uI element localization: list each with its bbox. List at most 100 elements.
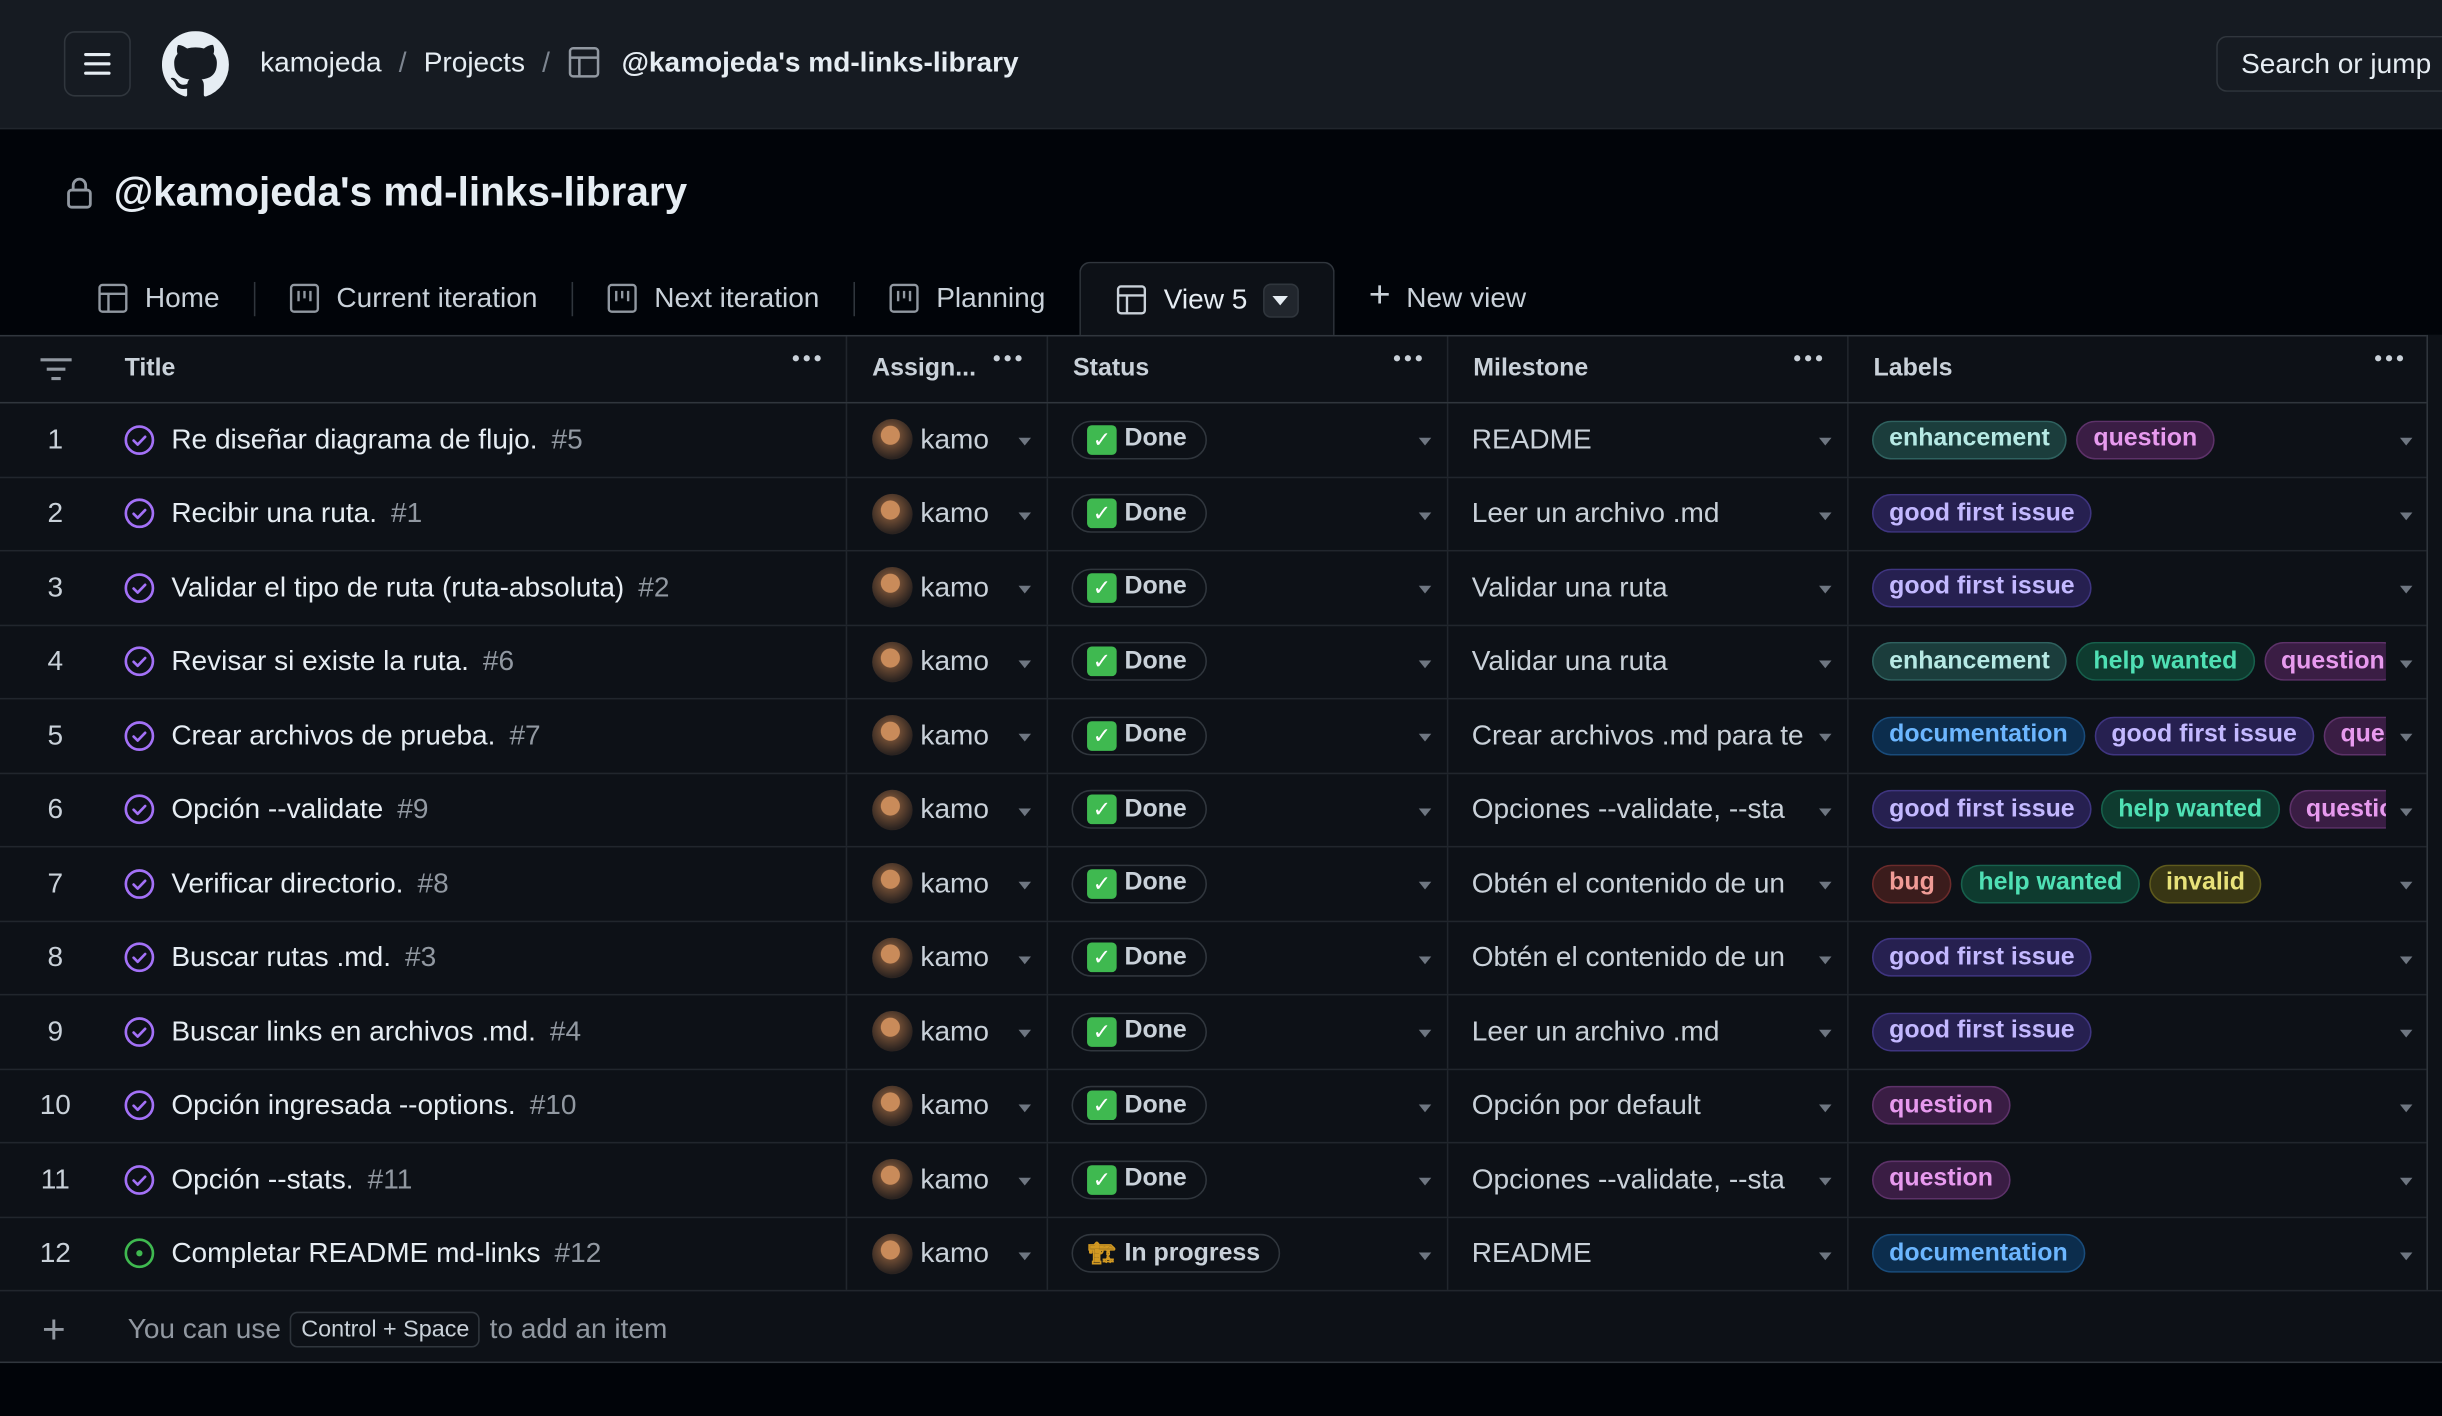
title-cell[interactable]: Revisar si existe la ruta. #6 <box>123 625 848 698</box>
title-cell[interactable]: Buscar rutas .md. #3 <box>123 921 848 994</box>
issue-title[interactable]: Buscar rutas .md. <box>171 941 391 973</box>
chevron-down-icon[interactable] <box>1819 1029 1832 1038</box>
assignee-cell[interactable]: kamo <box>847 477 1049 550</box>
label-badge[interactable]: question <box>2076 420 2215 460</box>
chevron-down-icon[interactable] <box>2399 1029 2413 1038</box>
table-row[interactable]: 5 Crear archivos de prueba. #7 kamo ✓ Don… <box>0 699 2442 774</box>
label-badge[interactable]: question <box>2263 642 2386 682</box>
milestone-cell[interactable]: Obtén el contenido de un <box>1448 847 1849 920</box>
title-cell[interactable]: Opción ingresada --options. #10 <box>123 1069 848 1142</box>
column-menu-icon[interactable] <box>792 355 821 362</box>
chevron-down-icon[interactable] <box>1018 1103 1031 1112</box>
milestone-cell[interactable]: Opción por default <box>1448 1069 1849 1142</box>
add-item-row[interactable]: + You can use Control + Space to add an … <box>0 1291 2442 1364</box>
label-badge[interactable]: ques <box>2323 716 2386 756</box>
status-cell[interactable]: ✓ Done <box>1048 921 1449 994</box>
chevron-down-icon[interactable] <box>1819 437 1832 446</box>
issue-title[interactable]: Opción ingresada --options. <box>171 1089 516 1121</box>
labels-cell[interactable]: bug help wanted invalid <box>1849 847 2430 920</box>
title-cell[interactable]: Crear archivos de prueba. #7 <box>123 699 848 772</box>
filter-button[interactable] <box>0 336 123 401</box>
label-badge[interactable]: help wanted <box>2101 790 2280 830</box>
label-badge[interactable]: help wanted <box>2076 642 2255 682</box>
assignee-cell[interactable]: kamo <box>847 699 1049 772</box>
tab-home[interactable]: Home <box>62 262 254 335</box>
label-badge[interactable]: documentation <box>1871 716 2085 756</box>
column-header-labels[interactable]: Labels <box>1849 336 2430 402</box>
title-cell[interactable]: Buscar links en archivos .md. #4 <box>123 995 848 1068</box>
chevron-down-icon[interactable] <box>2399 955 2413 964</box>
chevron-down-icon[interactable] <box>1819 1251 1832 1260</box>
issue-title[interactable]: Opción --validate <box>171 793 384 825</box>
issue-title[interactable]: Crear archivos de prueba. <box>171 719 496 751</box>
chevron-down-icon[interactable] <box>2399 659 2413 668</box>
title-cell[interactable]: Opción --stats. #11 <box>123 1143 848 1216</box>
chevron-down-icon[interactable] <box>1418 1251 1432 1260</box>
chevron-down-icon[interactable] <box>1018 1251 1031 1260</box>
table-row[interactable]: 7 Verificar directorio. #8 kamo ✓ Done Ob… <box>0 847 2442 922</box>
milestone-cell[interactable]: Leer un archivo .md <box>1448 995 1849 1068</box>
breadcrumb-projects[interactable]: Projects <box>423 45 525 78</box>
chevron-down-icon[interactable] <box>1018 955 1031 964</box>
label-badge[interactable]: question <box>1871 1086 2011 1126</box>
label-badge[interactable]: enhancement <box>1871 420 2067 460</box>
chevron-down-icon[interactable] <box>2399 585 2413 594</box>
issue-title[interactable]: Recibir una ruta. <box>171 497 378 529</box>
column-menu-icon[interactable] <box>1393 355 1422 362</box>
status-cell[interactable]: ✓ Done <box>1048 625 1449 698</box>
assignee-cell[interactable]: kamo <box>847 1143 1049 1216</box>
issue-title[interactable]: Validar el tipo de ruta (ruta-absoluta) <box>171 571 625 603</box>
chevron-down-icon[interactable] <box>1819 733 1832 742</box>
chevron-down-icon[interactable] <box>1819 807 1832 816</box>
chevron-down-icon[interactable] <box>1819 511 1832 520</box>
chevron-down-icon[interactable] <box>2399 733 2413 742</box>
assignee-cell[interactable]: kamo <box>847 1069 1049 1142</box>
label-badge[interactable]: documentation <box>1871 1234 2085 1274</box>
label-badge[interactable]: good first issue <box>1871 1012 2092 1052</box>
milestone-cell[interactable]: Validar una ruta <box>1448 551 1849 624</box>
label-badge[interactable]: invalid <box>2148 864 2263 904</box>
column-menu-icon[interactable] <box>2375 355 2404 362</box>
milestone-cell[interactable]: README <box>1448 1217 1849 1290</box>
chevron-down-icon[interactable] <box>1418 1103 1432 1112</box>
label-badge[interactable]: enhancement <box>1871 642 2067 682</box>
chevron-down-icon[interactable] <box>1418 733 1432 742</box>
status-cell[interactable]: ✓ Done <box>1048 699 1449 772</box>
labels-cell[interactable]: documentation <box>1849 1217 2430 1290</box>
view-options-button[interactable] <box>1262 282 1299 318</box>
label-badge[interactable]: good first issue <box>1871 568 2092 608</box>
label-badge[interactable]: good first issue <box>1871 790 2092 830</box>
chevron-down-icon[interactable] <box>1018 1029 1031 1038</box>
status-cell[interactable]: 🏗 In progress <box>1048 1217 1449 1290</box>
milestone-cell[interactable]: Leer un archivo .md <box>1448 477 1849 550</box>
chevron-down-icon[interactable] <box>1418 807 1432 816</box>
labels-cell[interactable]: question <box>1849 1143 2430 1216</box>
milestone-cell[interactable]: Opciones --validate, --sta <box>1448 773 1849 846</box>
chevron-down-icon[interactable] <box>1418 659 1432 668</box>
label-badge[interactable]: help wanted <box>1961 864 2140 904</box>
chevron-down-icon[interactable] <box>1819 1103 1832 1112</box>
table-row[interactable]: 8 Buscar rutas .md. #3 kamo ✓ Done Obtén … <box>0 921 2442 996</box>
table-row[interactable]: 11 Opción --stats. #11 kamo ✓ Done Opcion… <box>0 1143 2442 1218</box>
assignee-cell[interactable]: kamo <box>847 403 1049 476</box>
status-cell[interactable]: ✓ Done <box>1048 847 1449 920</box>
chevron-down-icon[interactable] <box>1418 955 1432 964</box>
chevron-down-icon[interactable] <box>1018 807 1031 816</box>
issue-title[interactable]: Completar README md-links <box>171 1237 541 1269</box>
tab-planning[interactable]: Planning <box>853 262 1080 335</box>
status-cell[interactable]: ✓ Done <box>1048 1143 1449 1216</box>
assignee-cell[interactable]: kamo <box>847 847 1049 920</box>
chevron-down-icon[interactable] <box>1018 881 1031 890</box>
title-cell[interactable]: Recibir una ruta. #1 <box>123 477 848 550</box>
new-view-button[interactable]: + New view <box>1335 262 1561 335</box>
assignee-cell[interactable]: kamo <box>847 1217 1049 1290</box>
labels-cell[interactable]: question <box>1849 1069 2430 1142</box>
issue-title[interactable]: Re diseñar diagrama de flujo. <box>171 423 538 455</box>
chevron-down-icon[interactable] <box>1418 881 1432 890</box>
issue-title[interactable]: Buscar links en archivos .md. <box>171 1015 536 1047</box>
label-badge[interactable]: good first issue <box>2094 716 2314 756</box>
assignee-cell[interactable]: kamo <box>847 551 1049 624</box>
chevron-down-icon[interactable] <box>2399 881 2413 890</box>
chevron-down-icon[interactable] <box>1418 437 1432 446</box>
